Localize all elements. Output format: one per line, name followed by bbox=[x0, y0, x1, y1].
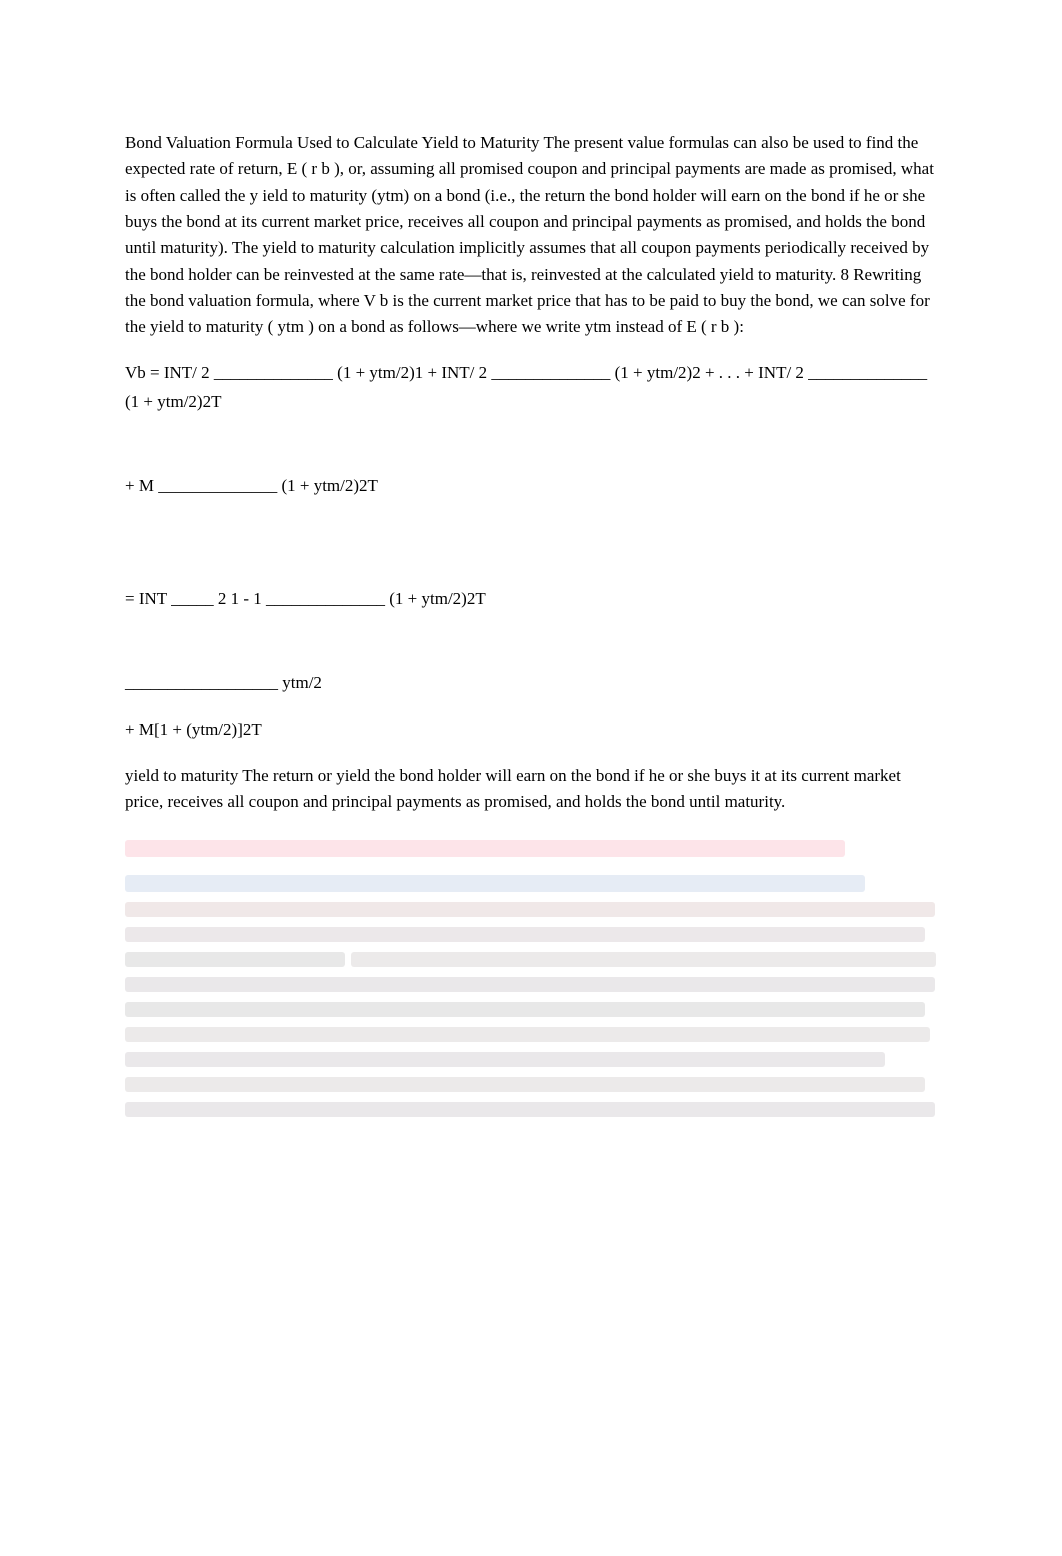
blur-row-7 bbox=[125, 1052, 885, 1067]
blur-row-3 bbox=[125, 952, 937, 967]
highlight-row-pink bbox=[125, 840, 845, 857]
ytm-definition: yield to maturity The return or yield th… bbox=[125, 763, 937, 816]
blur-row-9 bbox=[125, 1102, 935, 1117]
blurred-content bbox=[125, 840, 937, 1117]
formula-int-annuity: = INT _____ 2 1 - 1 ______________ (1 + … bbox=[125, 585, 937, 614]
formula-m-term: + M ______________ (1 + ytm/2)2T bbox=[125, 472, 937, 501]
blur-row-6 bbox=[125, 1027, 930, 1042]
blur-row-8 bbox=[125, 1077, 925, 1092]
blur-row-5 bbox=[125, 1002, 925, 1017]
formula-m-final: + M[1 + (ytm/2)]2T bbox=[125, 716, 937, 745]
highlight-row-blue bbox=[125, 875, 937, 892]
blur-row-2 bbox=[125, 927, 925, 942]
formula-denominator: __________________ ytm/2 bbox=[125, 669, 937, 698]
formula-vb-series: Vb = INT/ 2 ______________ (1 + ytm/2)1 … bbox=[125, 359, 937, 417]
blur-row-4 bbox=[125, 977, 935, 992]
blur-row-1 bbox=[125, 902, 935, 917]
main-paragraph: Bond Valuation Formula Used to Calculate… bbox=[125, 130, 937, 341]
